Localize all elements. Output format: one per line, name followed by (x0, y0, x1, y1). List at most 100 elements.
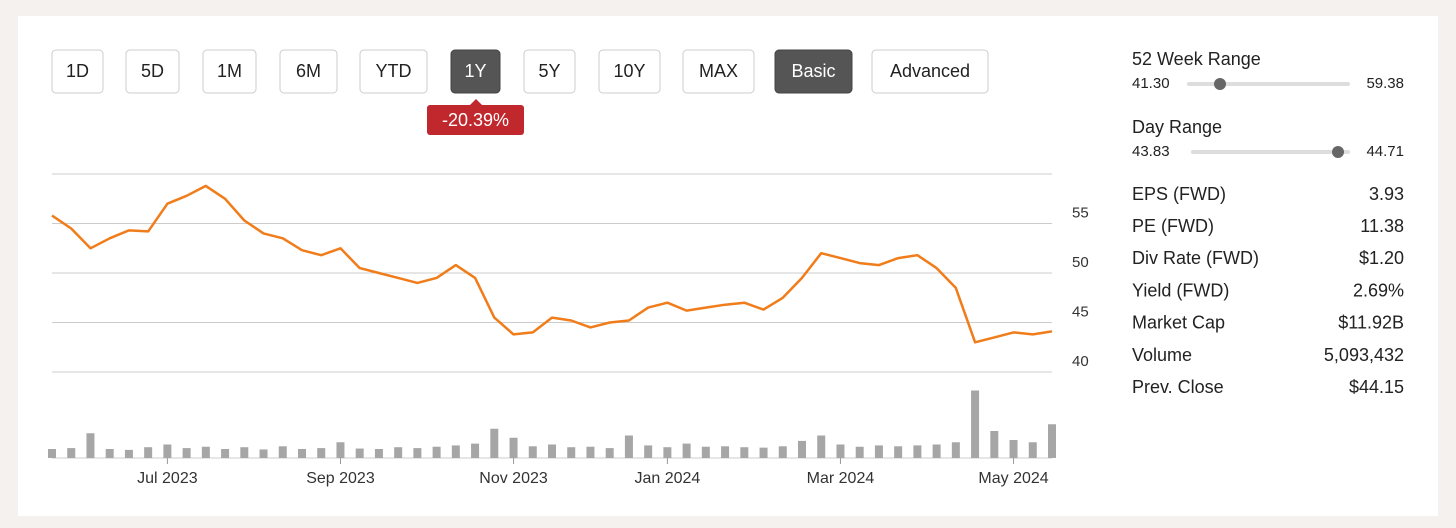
range-button[interactable] (359, 49, 428, 94)
volume-bar (1028, 442, 1037, 458)
badge-arrow (469, 99, 483, 106)
x-tick-label: Jan 2024 (634, 470, 700, 487)
volume-bar (624, 435, 633, 458)
y-tick-label: 55 (1072, 204, 1089, 221)
volume-bar (778, 446, 787, 458)
y-tick-label: 40 (1072, 353, 1089, 370)
volume-bar (990, 431, 999, 458)
volume-bar (528, 446, 537, 458)
range-button-label[interactable]: 1Y (464, 61, 486, 81)
stat-value: 3.93 (1369, 184, 1404, 204)
volume-bar (67, 448, 76, 458)
range-button[interactable] (682, 49, 755, 94)
range-button[interactable] (125, 49, 180, 94)
volume-bar (1048, 424, 1056, 458)
volume-bar (913, 445, 922, 458)
stat-value: 2.69% (1353, 280, 1404, 300)
stat-label: EPS (FWD) (1132, 184, 1226, 204)
range-track (1187, 82, 1350, 86)
range-high: 44.71 (1366, 143, 1404, 160)
range-button-label[interactable]: 6M (296, 61, 321, 81)
range-button[interactable] (871, 49, 989, 94)
range-button[interactable] (598, 49, 661, 94)
stat-value: 5,093,432 (1324, 345, 1404, 365)
y-tick-label: 50 (1072, 254, 1089, 271)
card (18, 16, 1438, 516)
y-tick-label: 45 (1072, 303, 1089, 320)
volume-bar (144, 447, 153, 458)
volume-bar (48, 449, 56, 458)
range-dot (1214, 78, 1226, 90)
stat-label: PE (FWD) (1132, 216, 1214, 236)
volume-bar (317, 448, 326, 458)
volume-bar (740, 447, 749, 458)
range-button-label[interactable]: 1M (217, 61, 242, 81)
change-badge-text: -20.39% (442, 110, 509, 130)
volume-bar (721, 446, 730, 458)
volume-bar (798, 440, 806, 458)
range-button[interactable] (279, 49, 338, 94)
volume-bar (759, 447, 768, 458)
range-label: Day Range (1132, 117, 1222, 137)
stat-label: Yield (FWD) (1132, 280, 1229, 300)
volume-bar (259, 449, 268, 458)
range-track (1191, 150, 1350, 154)
volume-bar (86, 433, 95, 458)
volume-bar (663, 447, 672, 458)
range-button-label[interactable]: YTD (376, 61, 412, 81)
range-button-label[interactable]: 1D (66, 61, 89, 81)
volume-bar (971, 390, 980, 458)
volume-bar (894, 446, 903, 458)
volume-bar (932, 444, 941, 458)
range-button-label[interactable]: 10Y (613, 61, 645, 81)
volume-bar (240, 447, 249, 458)
x-tick-label: Sep 2023 (306, 470, 375, 487)
range-button-label[interactable]: Advanced (890, 61, 970, 81)
range-button[interactable] (51, 49, 104, 94)
volume-bar (355, 448, 364, 458)
volume-bar (644, 445, 653, 458)
volume-bar (278, 446, 287, 458)
volume-bar (221, 449, 230, 458)
volume-bar (836, 444, 845, 458)
stat-label: Div Rate (FWD) (1132, 248, 1259, 268)
volume-bar (548, 444, 556, 458)
stat-value: $1.20 (1359, 248, 1404, 268)
range-high: 59.38 (1366, 75, 1404, 92)
x-tick-label: Nov 2023 (479, 470, 548, 487)
volume-bar (701, 446, 710, 458)
volume-bar (182, 448, 191, 458)
stat-value: $44.15 (1349, 377, 1404, 397)
range-button-label[interactable]: Basic (791, 61, 835, 81)
range-button-label[interactable]: 5Y (538, 61, 560, 81)
range-button[interactable] (523, 49, 576, 94)
range-button[interactable] (202, 49, 257, 94)
volume-bar (951, 442, 960, 458)
volume-bar (124, 449, 133, 458)
stat-label: Volume (1132, 345, 1192, 365)
x-tick-label: May 2024 (978, 470, 1048, 487)
volume-bar (201, 446, 210, 458)
x-tick-label: Jul 2023 (137, 470, 198, 487)
volume-bar (1009, 440, 1018, 458)
range-button-label[interactable]: MAX (699, 61, 738, 81)
volume-bar (509, 437, 518, 458)
volume-bar (298, 449, 306, 458)
stat-label: Prev. Close (1132, 377, 1224, 397)
volume-bar (374, 449, 383, 458)
range-button[interactable] (774, 49, 853, 94)
volume-bar (855, 446, 864, 458)
range-button-label[interactable]: 5D (141, 61, 164, 81)
volume-bar (471, 443, 480, 458)
volume-bar (413, 448, 422, 458)
volume-bar (605, 448, 614, 458)
volume-bar (817, 435, 826, 458)
change-badge (427, 105, 524, 135)
volume-bar (451, 445, 460, 458)
volume-bar (586, 446, 595, 458)
range-button[interactable] (450, 49, 501, 94)
volume-bar (490, 428, 499, 458)
x-tick-label: Mar 2024 (807, 470, 875, 487)
volume-bar (105, 449, 114, 458)
